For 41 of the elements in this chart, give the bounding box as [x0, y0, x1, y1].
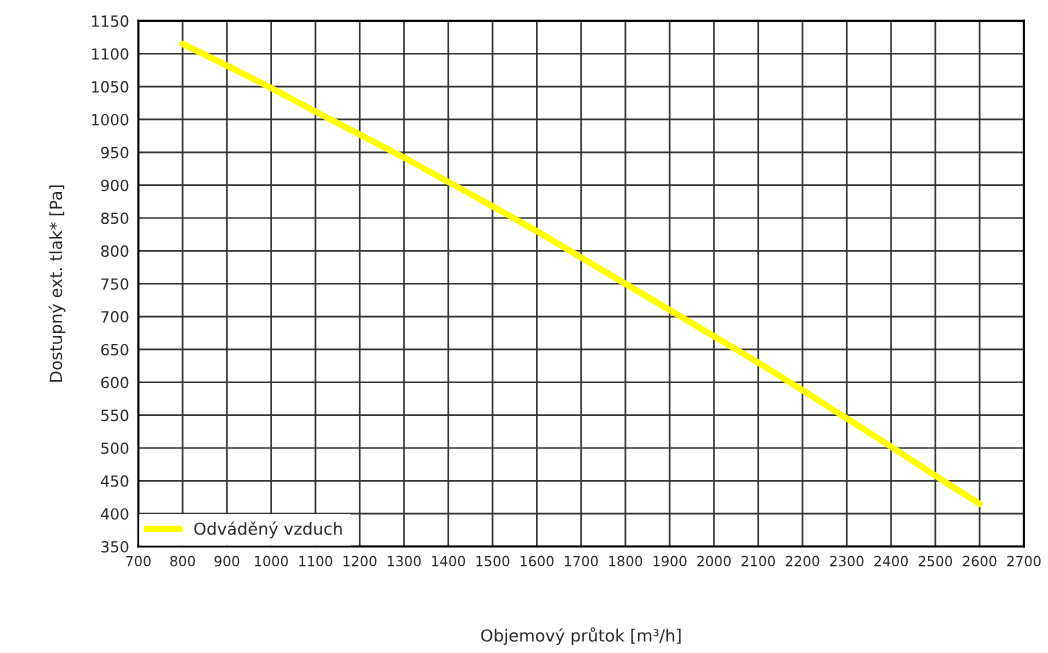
- y-tick-label: 950: [101, 146, 129, 159]
- y-tick-label: 400: [100, 508, 129, 520]
- y-tick-label: 1000: [92, 113, 129, 126]
- y-tick-label: 800: [101, 245, 129, 257]
- y-tick-label: 500: [101, 442, 129, 455]
- x-tick-label: 2500: [918, 555, 953, 567]
- y-tick-label: 750: [101, 278, 129, 290]
- x-tick-label: 1300: [387, 555, 421, 567]
- x-tick-label: 2000: [697, 555, 731, 567]
- x-tick-label: 2400: [874, 555, 908, 567]
- y-tick-label: 350: [101, 541, 129, 553]
- x-axis-title: Objemový průtok [m³/h]: [481, 627, 681, 645]
- x-tick-label: 1000: [255, 555, 288, 567]
- x-tick-label: 1500: [476, 555, 510, 567]
- x-tick-label: 1900: [653, 555, 687, 567]
- x-tick-label: 800: [170, 555, 195, 567]
- y-tick-label: 1150: [92, 15, 129, 27]
- y-axis-title: Dostupný ext. tlak* [Pa]: [48, 185, 66, 382]
- x-tick-label: 2300: [830, 555, 864, 567]
- x-tick-label: 2700: [1007, 555, 1041, 567]
- y-tick-label: 600: [101, 376, 129, 389]
- x-tick-label: 1600: [520, 555, 554, 567]
- x-tick-label: 1800: [609, 555, 643, 567]
- x-tick-label: 2200: [785, 555, 820, 567]
- y-tick-label: 900: [101, 179, 129, 192]
- y-tick-label: 850: [101, 212, 129, 225]
- y-tick-label: 450: [100, 475, 129, 487]
- y-tick-label: 1050: [92, 81, 129, 93]
- y-tick-label: 700: [101, 311, 129, 323]
- x-tick-label: 2100: [741, 555, 775, 567]
- x-tick-label: 900: [214, 555, 240, 567]
- y-tick-label: 550: [101, 409, 129, 422]
- legend-label: Odváděný vzduch: [194, 521, 342, 539]
- x-tick-label: 1200: [343, 555, 377, 567]
- x-tick-label: 700: [126, 555, 151, 567]
- x-tick-label: 2600: [962, 555, 997, 567]
- y-tick-label: 1100: [92, 48, 129, 60]
- x-tick-label: 1700: [564, 555, 598, 567]
- x-tick-label: 1400: [432, 555, 466, 567]
- x-tick-label: 1100: [299, 555, 333, 567]
- y-tick-label: 650: [101, 343, 129, 356]
